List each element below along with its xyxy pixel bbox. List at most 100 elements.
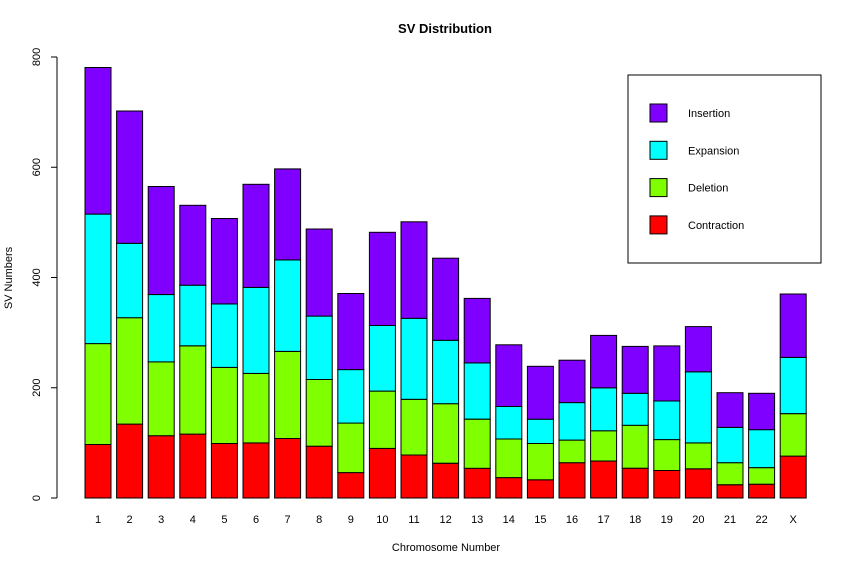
- bar-segment-expansion-1: [84, 213, 112, 345]
- x-tick-label: 17: [597, 514, 609, 526]
- bar-segment-expansion-18: [621, 392, 649, 426]
- x-tick-label: 8: [316, 514, 322, 526]
- bar-segment-insertion-19: [653, 345, 681, 402]
- x-tick-label: 20: [692, 514, 704, 526]
- x-tick-label: 7: [285, 514, 291, 526]
- bar-segment-deletion-6: [242, 372, 270, 444]
- bar-segment-contraction-22: [748, 483, 776, 499]
- bar-segment-insertion-21: [716, 392, 744, 428]
- bar-segment-insertion-12: [432, 257, 460, 341]
- bar-segment-insertion-8: [305, 228, 333, 317]
- legend-swatch-contraction: [649, 215, 668, 235]
- legend-swatch-deletion: [649, 178, 668, 198]
- bar-segment-expansion-3: [147, 294, 175, 363]
- bar-segment-deletion-18: [621, 424, 649, 469]
- bar-segment-expansion-2: [116, 242, 144, 319]
- bar-segment-contraction-4: [179, 433, 207, 499]
- bar-segment-expansion-12: [432, 339, 460, 405]
- bar-segment-contraction-14: [495, 477, 523, 499]
- bar-segment-deletion-8: [305, 379, 333, 447]
- legend-label-expansion: Expansion: [688, 145, 739, 157]
- y-tick-label: 600: [31, 158, 43, 176]
- bar-segment-expansion-10: [368, 325, 396, 392]
- bar-segment-insertion-11: [400, 221, 428, 319]
- bar-segment-contraction-12: [432, 462, 460, 499]
- bar-segment-deletion-9: [337, 422, 365, 474]
- bar-segment-deletion-15: [526, 442, 554, 481]
- bar-segment-deletion-1: [84, 343, 112, 446]
- bar-segment-contraction-11: [400, 454, 428, 499]
- bar-segment-deletion-11: [400, 398, 428, 456]
- bars: [84, 67, 807, 499]
- bar-segment-expansion-4: [179, 284, 207, 347]
- bar-segment-expansion-14: [495, 406, 523, 440]
- bar-segment-deletion-19: [653, 439, 681, 472]
- legend-box: [627, 74, 822, 264]
- bar-segment-expansion-16: [558, 402, 586, 441]
- bar-segment-deletion-20: [684, 442, 712, 470]
- x-tick-label: 1: [95, 514, 101, 526]
- bar-segment-insertion-10: [368, 231, 396, 326]
- bar-segment-expansion-17: [590, 387, 618, 432]
- legend-swatch-insertion: [649, 103, 668, 123]
- bar-segment-insertion-16: [558, 359, 586, 404]
- bar-segment-contraction-21: [716, 484, 744, 499]
- bar-segment-insertion-2: [116, 110, 144, 244]
- bar-segment-contraction-17: [590, 460, 618, 499]
- bar-segment-contraction-7: [274, 438, 302, 499]
- bar-segment-contraction-15: [526, 479, 554, 499]
- bar-segment-expansion-15: [526, 418, 554, 445]
- bar-segment-contraction-9: [337, 472, 365, 499]
- x-tick-label: X: [790, 514, 798, 526]
- bar-segment-expansion-9: [337, 369, 365, 424]
- bar-segment-expansion-8: [305, 315, 333, 381]
- legend: Insertion Expansion Deletion Contraction: [627, 74, 822, 264]
- x-tick-label: 15: [534, 514, 546, 526]
- bar-segment-insertion-14: [495, 344, 523, 407]
- y-axis-label: SV Numbers: [3, 246, 15, 309]
- legend-label-insertion: Insertion: [688, 108, 730, 120]
- y-axis: 0 200 400 600 800: [31, 48, 58, 501]
- bar-segment-deletion-5: [210, 366, 238, 444]
- bar-segment-contraction-18: [621, 467, 649, 499]
- bar-segment-insertion-1: [84, 67, 112, 215]
- x-tick-label: 13: [471, 514, 483, 526]
- bar-segment-contraction-X: [779, 455, 807, 499]
- bar-segment-deletion-21: [716, 462, 744, 486]
- x-tick-label: 9: [348, 514, 354, 526]
- bar-segment-deletion-16: [558, 439, 586, 464]
- bar-segment-expansion-13: [463, 362, 491, 420]
- bar-segment-expansion-21: [716, 426, 744, 464]
- x-tick-label: 22: [755, 514, 767, 526]
- bar-segment-insertion-7: [274, 168, 302, 261]
- x-tick-label: 5: [221, 514, 227, 526]
- bar-segment-expansion-19: [653, 400, 681, 441]
- bar-segment-contraction-6: [242, 442, 270, 499]
- bar-segment-insertion-22: [748, 392, 776, 431]
- bar-segment-expansion-5: [210, 303, 238, 368]
- x-tick-label: 3: [158, 514, 164, 526]
- x-tick-label: 14: [503, 514, 515, 526]
- x-tick-label: 16: [566, 514, 578, 526]
- bar-segment-deletion-3: [147, 361, 175, 437]
- bar-segment-deletion-13: [463, 418, 491, 469]
- bar-segment-deletion-12: [432, 403, 460, 464]
- bar-segment-insertion-3: [147, 186, 175, 295]
- bar-segment-insertion-13: [463, 297, 491, 364]
- x-tick-label: 18: [629, 514, 641, 526]
- x-tick-label: 11: [408, 514, 419, 526]
- bar-segment-insertion-4: [179, 204, 207, 286]
- bar-segment-insertion-6: [242, 183, 270, 288]
- bar-segment-contraction-19: [653, 469, 681, 499]
- bar-segment-insertion-17: [590, 334, 618, 389]
- x-tick-labels: 1 2 3 4 5 6 7 8 9 10 11 12 13 14 15 16 17 18 19 20 21 22 X: [95, 514, 798, 526]
- x-tick-label: 2: [127, 514, 133, 526]
- bar-segment-expansion-7: [274, 259, 302, 352]
- x-tick-label: 21: [724, 514, 736, 526]
- bar-segment-contraction-1: [84, 444, 112, 499]
- bar-segment-contraction-5: [210, 442, 238, 499]
- bar-segment-expansion-20: [684, 371, 712, 444]
- x-tick-label: 10: [376, 514, 388, 526]
- bar-segment-contraction-2: [116, 423, 144, 499]
